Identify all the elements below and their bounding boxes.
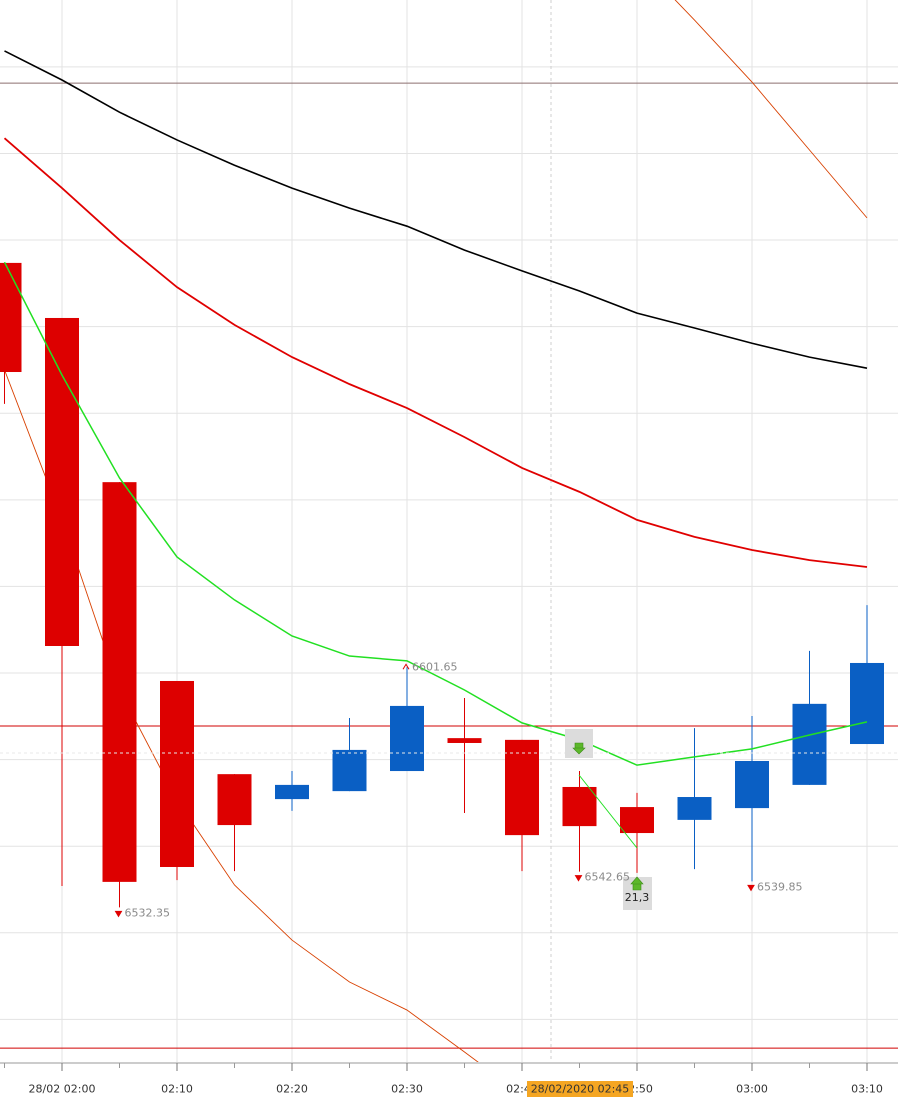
crosshair: 28/02/2020 02:45 xyxy=(527,1081,633,1097)
candle-body xyxy=(160,680,194,867)
candle-body xyxy=(0,262,22,373)
signal-label: 21,3 xyxy=(625,891,650,904)
candle-body xyxy=(620,807,654,834)
candle-body xyxy=(390,705,424,772)
x-axis: 28/02 02:00 02:10 02:20 02:30 02:40 02:50 03:0… xyxy=(0,1062,898,1102)
annotation-label: 6539.85 xyxy=(757,880,803,893)
axis-background xyxy=(0,1063,898,1102)
candle-body xyxy=(332,749,367,792)
x-tick-label: 03:10 xyxy=(851,1083,883,1096)
annotation-label: 6542.65 xyxy=(585,871,631,884)
candle-body xyxy=(735,760,769,809)
candle-body xyxy=(102,482,137,882)
crosshair-box xyxy=(527,1081,633,1097)
candle-body xyxy=(45,317,79,646)
x-tick-label: 02:20 xyxy=(276,1083,308,1096)
annotation-marker xyxy=(747,884,755,892)
x-tick-label: 02:30 xyxy=(391,1083,423,1096)
signal-arrow-down xyxy=(572,742,586,755)
candle-body xyxy=(275,784,309,800)
candle-body xyxy=(792,703,827,785)
signal-arrow-up xyxy=(630,876,644,891)
overlay: 21,3 6601.65 6532.35 6542.65 6539.85 xyxy=(114,660,803,919)
indicator-line xyxy=(3,261,868,766)
annotation-label: 6601.65 xyxy=(412,660,458,673)
candle-body xyxy=(562,786,597,827)
indicator-line xyxy=(674,0,868,219)
x-tick-label: 28/02 02:00 xyxy=(29,1083,96,1096)
candle-body xyxy=(677,797,712,820)
candle-body xyxy=(447,738,482,743)
indicator-line xyxy=(4,50,868,369)
x-tick-label: 02:10 xyxy=(161,1083,193,1096)
indicator-line xyxy=(4,369,479,1062)
annotation-marker xyxy=(114,910,123,918)
annotation-marker xyxy=(402,663,410,670)
candle-body xyxy=(850,662,884,745)
x-tick-label: 03:00 xyxy=(736,1083,768,1096)
annotation-marker xyxy=(574,875,583,882)
candle-body xyxy=(217,774,252,826)
annotation-label: 6532.35 xyxy=(125,906,171,919)
crosshair-label: 28/02/2020 02:45 xyxy=(531,1083,630,1096)
candle-body xyxy=(505,739,539,836)
indicator-line xyxy=(3,137,868,568)
signal-line xyxy=(578,774,638,849)
